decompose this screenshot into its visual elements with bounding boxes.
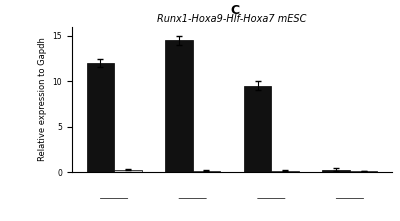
Bar (271, 171, 299, 172)
Bar (322, 170, 350, 172)
Text: C: C (230, 4, 239, 17)
Y-axis label: Relative expression to Gapdh: Relative expression to Gapdh (38, 38, 47, 161)
Bar (165, 40, 193, 172)
Bar (86, 63, 114, 172)
Bar (244, 86, 271, 172)
Bar (193, 171, 220, 172)
Bar (114, 170, 142, 172)
Bar (350, 171, 378, 172)
Title: Runx1-Hoxa9-Hlf-Hoxa7 mESC: Runx1-Hoxa9-Hlf-Hoxa7 mESC (157, 14, 307, 24)
